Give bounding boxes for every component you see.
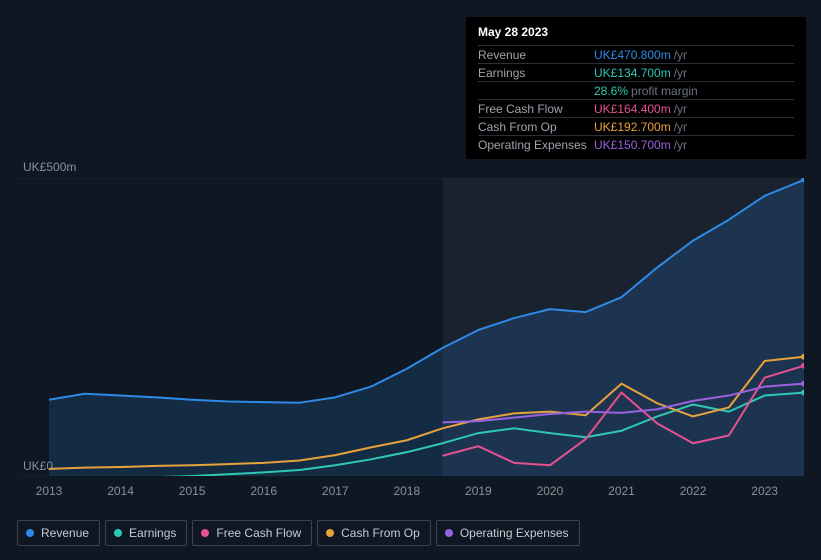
tooltip-row-suffix: /yr bbox=[674, 120, 687, 134]
tooltip-row-label: Operating Expenses bbox=[478, 138, 594, 152]
tooltip-row: Free Cash FlowUK£164.400m/yr bbox=[478, 99, 794, 117]
tooltip-row-suffix: /yr bbox=[674, 66, 687, 80]
chart-plot-area bbox=[17, 178, 804, 476]
y-axis-label: UK£500m bbox=[23, 160, 76, 174]
x-axis-label: 2023 bbox=[745, 484, 785, 498]
legend-dot-icon bbox=[445, 529, 453, 537]
tooltip-row: Cash From OpUK£192.700m/yr bbox=[478, 117, 794, 135]
tooltip-row: RevenueUK£470.800m/yr bbox=[478, 45, 794, 63]
tooltip-row-label: Free Cash Flow bbox=[478, 102, 594, 116]
legend-dot-icon bbox=[114, 529, 122, 537]
legend-item[interactable]: Cash From Op bbox=[317, 520, 431, 546]
tooltip-row: 28.6%profit margin bbox=[478, 81, 794, 99]
tooltip-row-value: UK£470.800m bbox=[594, 48, 671, 62]
tooltip-row: Operating ExpensesUK£150.700m/yr bbox=[478, 135, 794, 153]
line-chart bbox=[17, 178, 804, 476]
tooltip-row-suffix: /yr bbox=[674, 102, 687, 116]
legend-item[interactable]: Operating Expenses bbox=[436, 520, 580, 546]
tooltip-row-suffix: /yr bbox=[674, 138, 687, 152]
legend-item-label: Free Cash Flow bbox=[216, 526, 301, 540]
legend-dot-icon bbox=[201, 529, 209, 537]
x-axis-label: 2015 bbox=[172, 484, 212, 498]
chart-tooltip: May 28 2023 RevenueUK£470.800m/yrEarning… bbox=[466, 17, 806, 159]
x-axis-label: 2020 bbox=[530, 484, 570, 498]
x-axis-label: 2013 bbox=[29, 484, 69, 498]
chart-legend: Revenue Earnings Free Cash Flow Cash From O… bbox=[17, 520, 580, 546]
tooltip-row-label: Revenue bbox=[478, 48, 594, 62]
legend-item[interactable]: Earnings bbox=[105, 520, 187, 546]
tooltip-row-value: UK£134.700m bbox=[594, 66, 671, 80]
legend-item-label: Revenue bbox=[41, 526, 89, 540]
tooltip-row-label: Earnings bbox=[478, 66, 594, 80]
tooltip-row-suffix: /yr bbox=[674, 48, 687, 62]
tooltip-date: May 28 2023 bbox=[478, 25, 794, 45]
x-axis-label: 2018 bbox=[387, 484, 427, 498]
tooltip-row-value: UK£192.700m bbox=[594, 120, 671, 134]
x-axis-label: 2016 bbox=[244, 484, 284, 498]
x-axis-label: 2014 bbox=[101, 484, 141, 498]
legend-item-label: Earnings bbox=[129, 526, 176, 540]
x-axis-label: 2021 bbox=[602, 484, 642, 498]
tooltip-row: EarningsUK£134.700m/yr bbox=[478, 63, 794, 81]
legend-dot-icon bbox=[26, 529, 34, 537]
legend-item[interactable]: Revenue bbox=[17, 520, 100, 546]
tooltip-row-value: UK£150.700m bbox=[594, 138, 671, 152]
legend-item[interactable]: Free Cash Flow bbox=[192, 520, 312, 546]
tooltip-row-label: Cash From Op bbox=[478, 120, 594, 134]
x-axis-label: 2017 bbox=[315, 484, 355, 498]
legend-item-label: Cash From Op bbox=[341, 526, 420, 540]
tooltip-row-value: 28.6% bbox=[594, 84, 628, 98]
x-axis-label: 2019 bbox=[458, 484, 498, 498]
x-axis-label: 2022 bbox=[673, 484, 713, 498]
legend-item-label: Operating Expenses bbox=[460, 526, 569, 540]
tooltip-row-value: UK£164.400m bbox=[594, 102, 671, 116]
legend-dot-icon bbox=[326, 529, 334, 537]
tooltip-row-suffix: profit margin bbox=[631, 84, 698, 98]
